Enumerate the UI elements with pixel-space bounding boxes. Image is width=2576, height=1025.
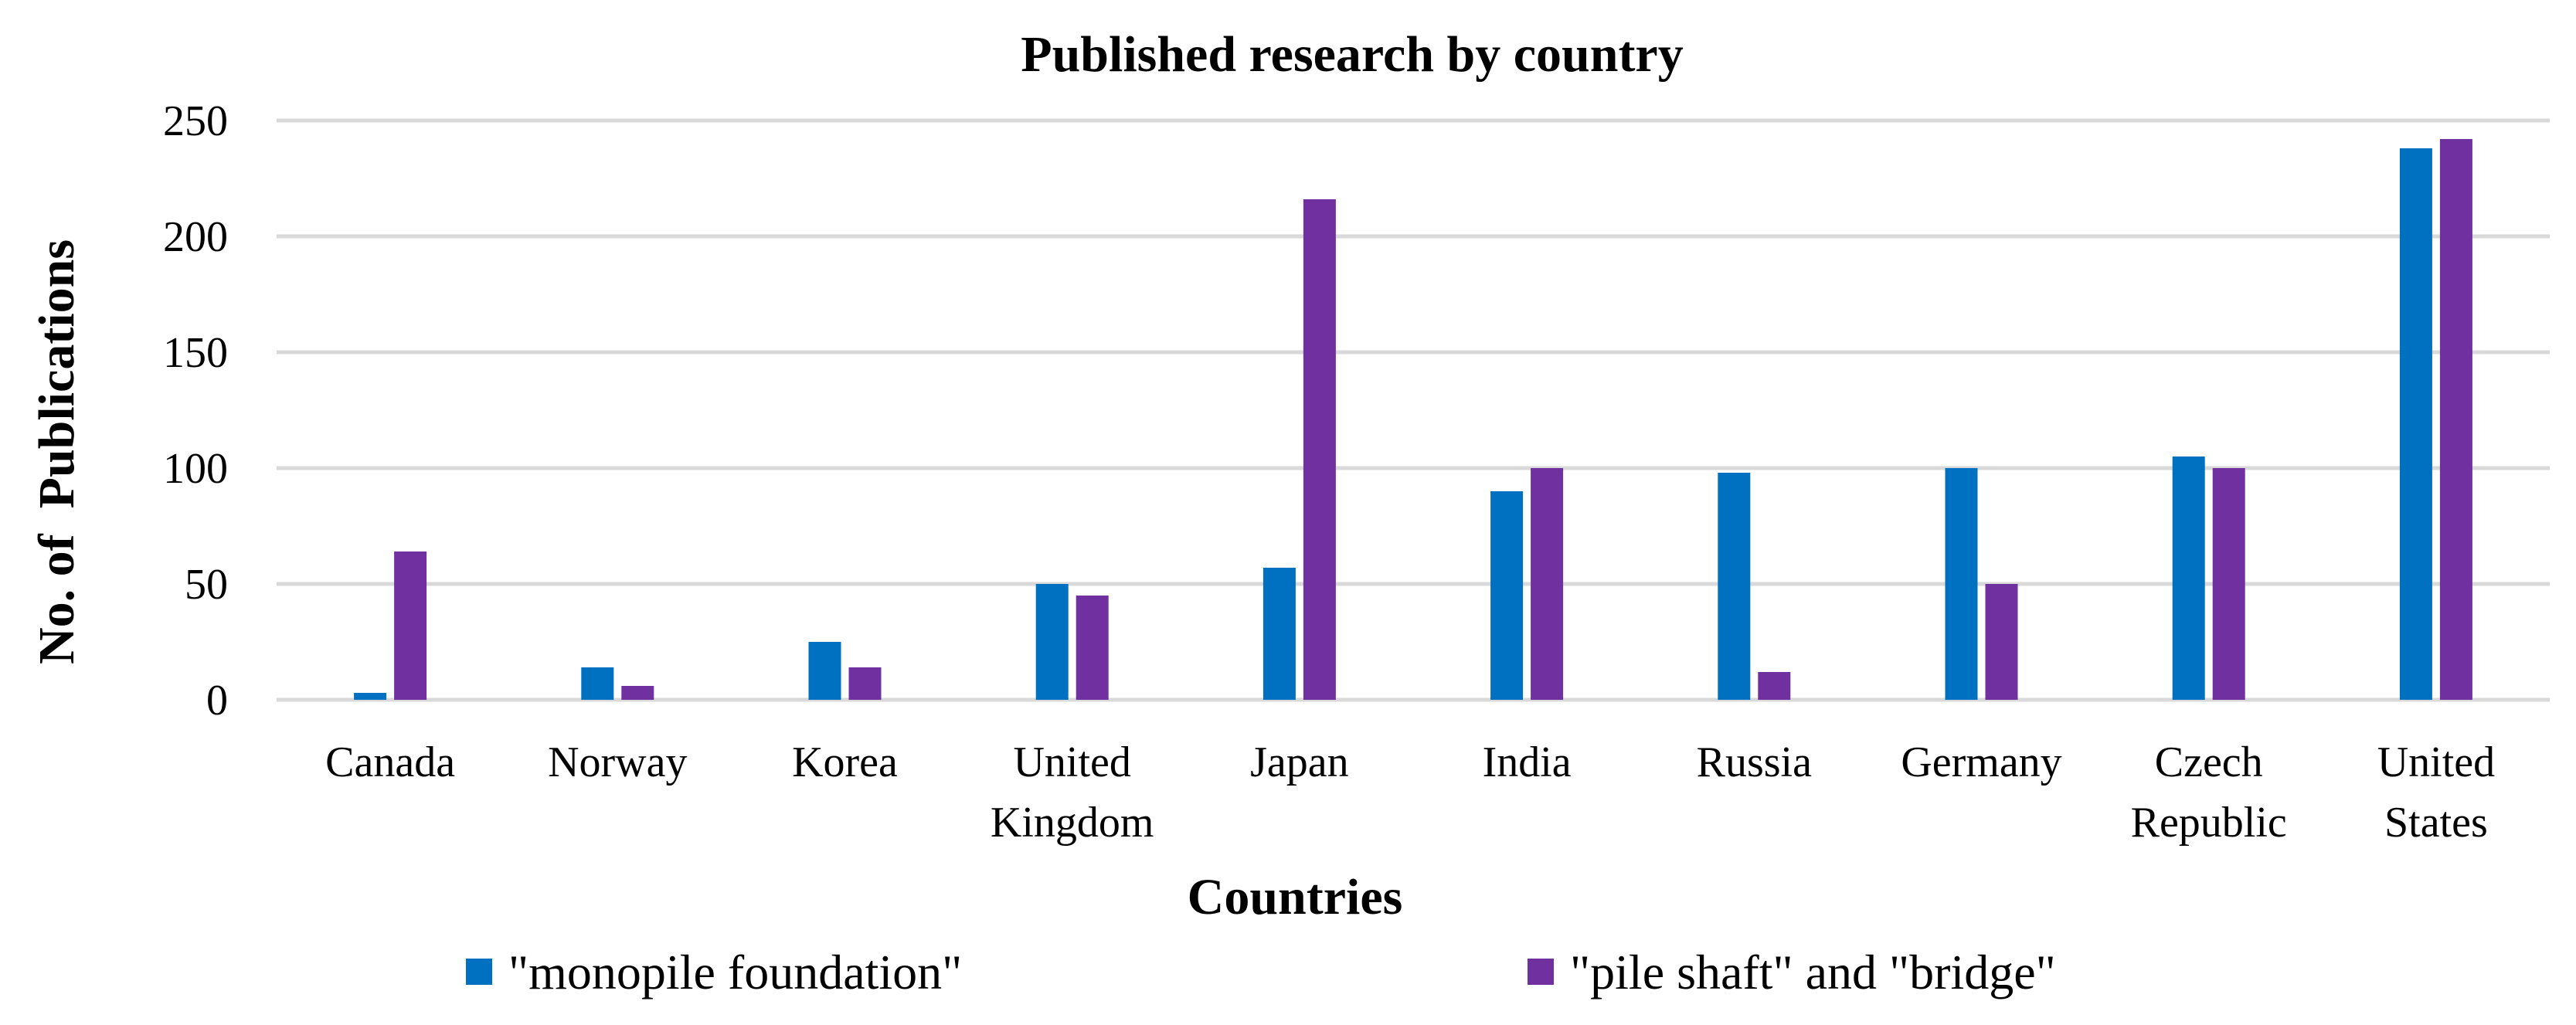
x-axis-title: Countries xyxy=(1188,869,1403,925)
x-tick-label: Japan xyxy=(1250,738,1349,786)
x-tick-label: Germany xyxy=(1901,738,2061,786)
x-tick-label: Norway xyxy=(548,738,687,786)
bar xyxy=(2172,456,2205,700)
y-axis-title: No. of Publications xyxy=(29,239,85,664)
x-tick-label: United xyxy=(2377,738,2495,786)
bar xyxy=(1758,672,1791,700)
y-tick-label: 0 xyxy=(206,677,228,725)
x-tick-label: Russia xyxy=(1697,738,1812,786)
bar xyxy=(1945,468,1978,700)
bar xyxy=(1531,468,1564,700)
bar xyxy=(1035,584,1069,700)
x-tick-label: Czech xyxy=(2155,738,2263,786)
bar xyxy=(581,667,614,700)
bar xyxy=(2439,139,2472,700)
bar xyxy=(621,686,654,700)
y-tick-label: 200 xyxy=(163,213,228,261)
bar xyxy=(1263,568,1296,700)
x-tick-label: Republic xyxy=(2131,799,2287,847)
bar xyxy=(848,667,882,700)
bar xyxy=(1490,491,1524,700)
legend-label: "pile shaft" and "bridge" xyxy=(1570,945,2056,1000)
y-tick-label: 50 xyxy=(185,561,228,609)
x-tick-label: India xyxy=(1483,738,1572,786)
bar xyxy=(808,642,841,700)
y-tick-label: 250 xyxy=(163,97,228,145)
x-tick-label: States xyxy=(2384,799,2488,847)
legend-swatch xyxy=(466,959,492,985)
bar xyxy=(2399,148,2432,700)
x-tick-label: Kingdom xyxy=(991,799,1154,847)
bar xyxy=(1985,584,2018,700)
bar xyxy=(354,693,387,700)
legend: "monopile foundation" "pile shaft" and "b… xyxy=(466,945,2056,1000)
y-tick-label: 100 xyxy=(163,445,228,493)
y-axis-ticks: 0 50 100 150 200 250 xyxy=(163,97,228,725)
bar xyxy=(1076,596,1109,700)
chart-title: Published research by country xyxy=(1021,26,1683,83)
legend-swatch xyxy=(1528,959,1554,985)
y-tick-label: 150 xyxy=(163,329,228,377)
x-tick-label: Canada xyxy=(325,738,455,786)
legend-label: "monopile foundation" xyxy=(508,945,962,1000)
bars xyxy=(354,139,2472,700)
bar xyxy=(1303,199,1336,700)
gridlines xyxy=(277,118,2550,702)
bar xyxy=(394,552,427,700)
bar xyxy=(2212,468,2245,700)
x-tick-label: Korea xyxy=(792,738,898,786)
x-axis-ticks: Canada Norway Korea United Kingdom Japan India… xyxy=(325,738,2495,847)
x-tick-label: United xyxy=(1013,738,1130,786)
bar xyxy=(1718,473,1751,700)
